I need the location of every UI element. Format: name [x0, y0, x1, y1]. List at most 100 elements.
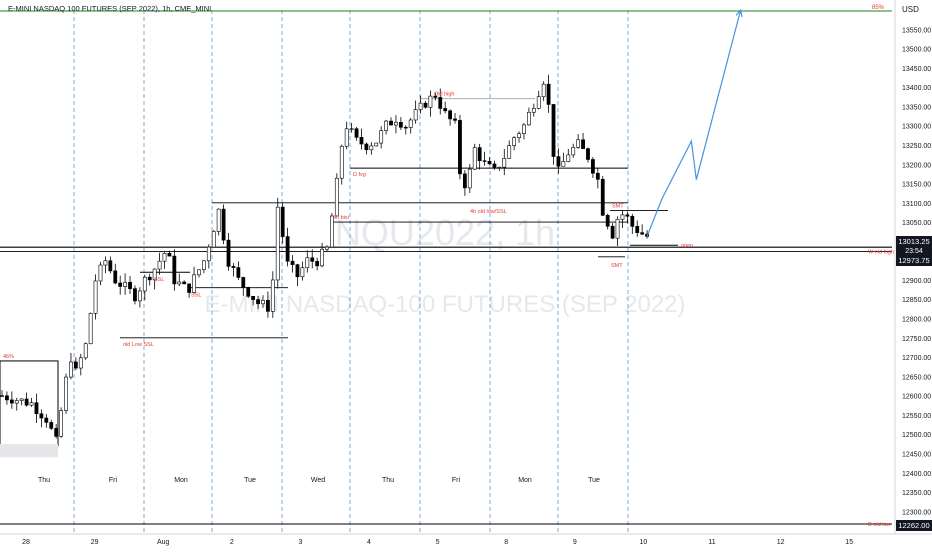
candle[interactable] [487, 157, 492, 165]
candle[interactable] [635, 220, 640, 237]
candle[interactable] [211, 229, 216, 248]
candle[interactable] [339, 144, 344, 185]
candle[interactable] [625, 211, 630, 224]
candle[interactable] [300, 261, 305, 281]
candle[interactable] [118, 275, 123, 295]
candle[interactable] [103, 256, 108, 274]
candle[interactable] [241, 276, 246, 296]
candle[interactable] [344, 121, 349, 150]
candle[interactable] [172, 249, 177, 291]
candle[interactable] [187, 283, 192, 298]
candle[interactable] [610, 223, 615, 240]
candle[interactable] [142, 274, 147, 301]
candle[interactable] [216, 208, 221, 236]
candle[interactable] [595, 168, 600, 189]
candle[interactable] [448, 109, 453, 126]
candle[interactable] [14, 397, 19, 411]
candle[interactable] [29, 397, 34, 407]
candle[interactable] [49, 419, 54, 431]
candle[interactable] [413, 100, 418, 124]
date-axis[interactable]: 28 29 Aug 2 3 4 5 8 9 10 11 12 15 [22, 539, 853, 546]
candle[interactable] [69, 353, 73, 380]
candle[interactable] [418, 95, 423, 114]
candle[interactable] [275, 197, 280, 289]
candle[interactable] [492, 160, 497, 170]
candle[interactable] [197, 269, 201, 278]
candle[interactable] [576, 134, 581, 149]
candle[interactable] [349, 122, 354, 133]
candle[interactable] [423, 101, 428, 109]
candle[interactable] [280, 202, 285, 244]
candle[interactable] [615, 216, 620, 247]
candle[interactable] [206, 244, 211, 269]
candle[interactable] [167, 250, 172, 257]
candle[interactable] [330, 212, 334, 248]
candle[interactable] [566, 148, 571, 163]
candle[interactable] [192, 266, 196, 294]
candle[interactable] [266, 291, 270, 318]
candle[interactable] [54, 424, 59, 439]
candle[interactable] [556, 148, 561, 174]
candle[interactable] [251, 296, 256, 306]
candle[interactable] [285, 227, 290, 267]
candle[interactable] [93, 274, 98, 320]
candle[interactable] [433, 92, 438, 101]
candle[interactable] [123, 273, 128, 295]
candle[interactable] [128, 276, 132, 295]
candle[interactable] [182, 280, 187, 285]
candle[interactable] [374, 142, 379, 147]
candle[interactable] [177, 273, 182, 287]
candle[interactable] [482, 151, 487, 166]
candle[interactable] [226, 232, 231, 271]
candle[interactable] [384, 120, 388, 135]
candle[interactable] [59, 407, 63, 438]
candle[interactable] [24, 392, 29, 407]
candle[interactable] [536, 90, 541, 110]
candle[interactable] [620, 209, 625, 228]
candle[interactable] [325, 245, 329, 252]
candle[interactable] [458, 114, 462, 180]
candle[interactable] [354, 126, 359, 141]
candle[interactable] [389, 117, 393, 126]
candle[interactable] [290, 255, 295, 273]
candle[interactable] [137, 287, 142, 308]
candle[interactable] [334, 173, 339, 217]
candle[interactable] [531, 103, 536, 117]
candle[interactable] [364, 142, 369, 155]
candle[interactable] [472, 143, 477, 170]
candle[interactable] [221, 204, 226, 245]
candle[interactable] [310, 249, 315, 269]
candle[interactable] [408, 117, 413, 134]
candle[interactable] [261, 295, 265, 308]
candle[interactable] [462, 170, 467, 196]
candle[interactable] [236, 261, 241, 281]
candle[interactable] [113, 263, 118, 285]
candle[interactable] [231, 263, 236, 277]
candle[interactable] [83, 342, 88, 360]
candle[interactable] [73, 357, 78, 371]
candle[interactable] [19, 398, 24, 406]
candle[interactable] [98, 261, 103, 286]
candle[interactable] [108, 256, 113, 274]
candle[interactable] [507, 140, 512, 159]
candle[interactable] [39, 409, 44, 428]
candle[interactable] [305, 250, 310, 273]
candle[interactable] [270, 271, 275, 318]
price-axis[interactable]: 13550.00 13500.00 13450.00 13400.00 13350.00… [902, 27, 931, 516]
candle[interactable] [630, 213, 635, 234]
candle[interactable] [428, 90, 433, 117]
candle[interactable] [526, 107, 531, 126]
candle[interactable] [201, 260, 206, 274]
candle[interactable] [320, 242, 324, 268]
candle[interactable] [443, 101, 448, 114]
candle[interactable] [147, 273, 152, 286]
candle[interactable] [546, 74, 551, 113]
candle[interactable] [640, 224, 645, 236]
candle[interactable] [512, 136, 517, 151]
candle[interactable] [477, 143, 482, 170]
candle[interactable] [394, 115, 398, 134]
candle[interactable] [379, 126, 384, 149]
candle[interactable] [438, 88, 443, 115]
candle[interactable] [453, 113, 457, 124]
